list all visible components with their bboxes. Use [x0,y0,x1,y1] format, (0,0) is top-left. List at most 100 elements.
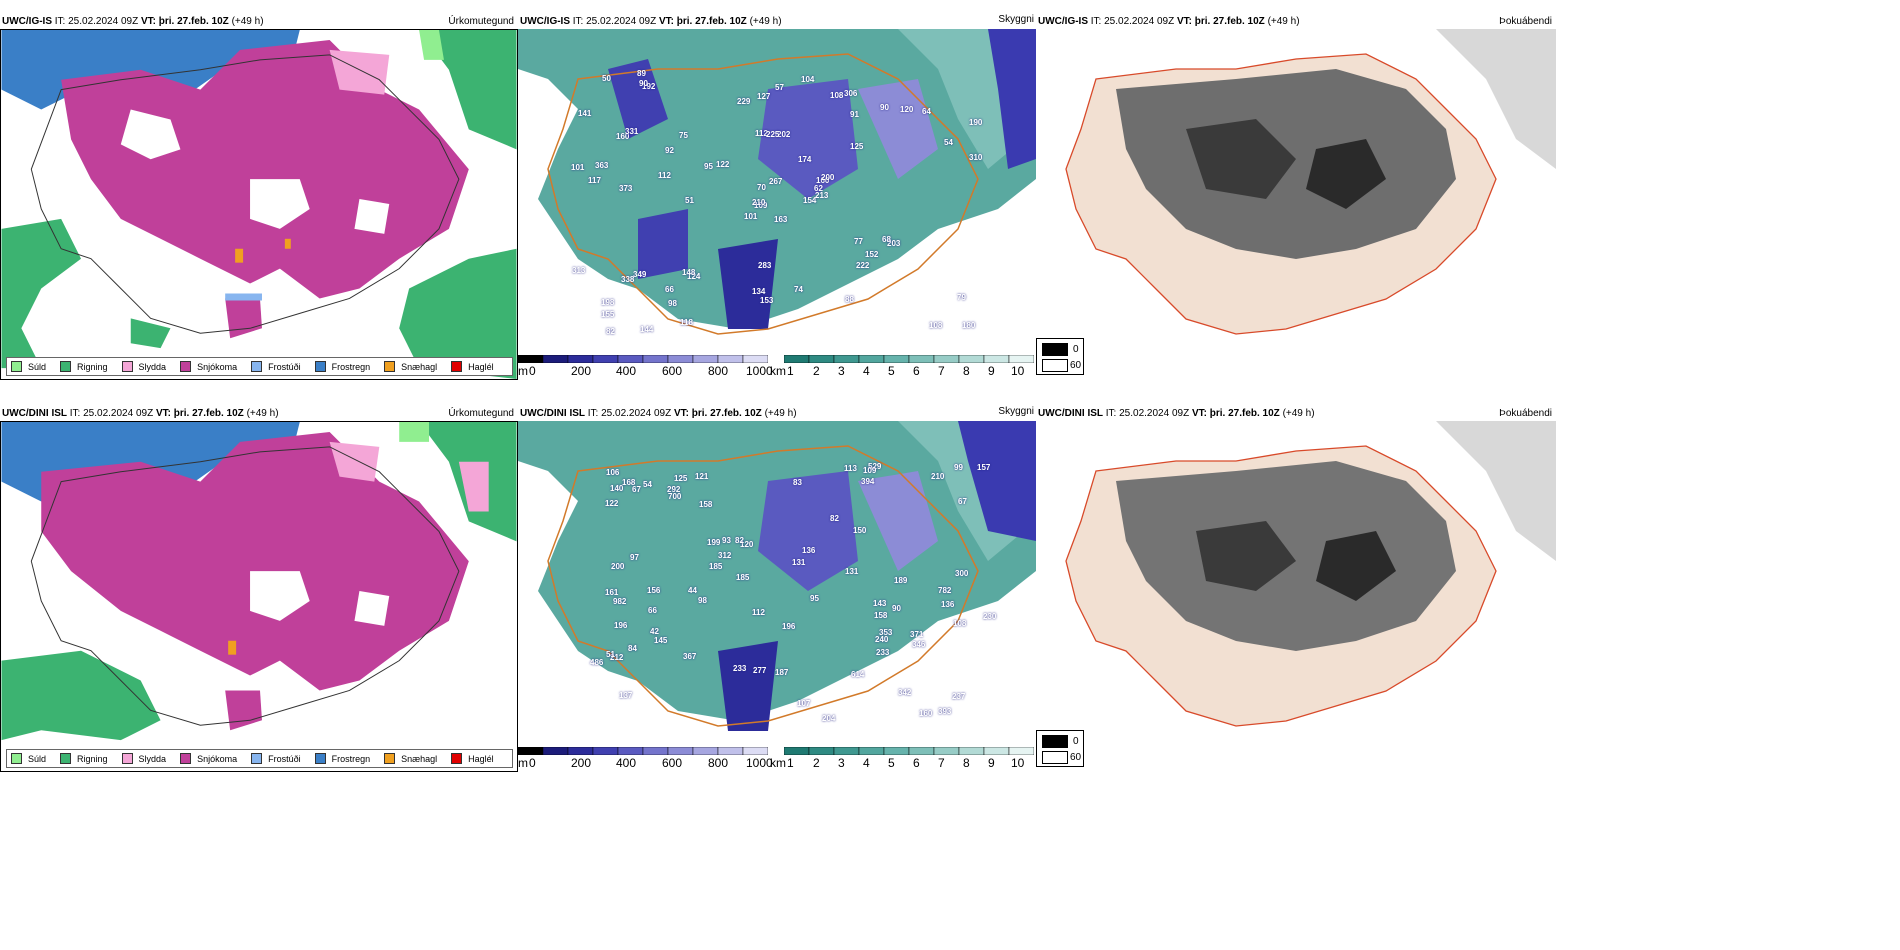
panel-title: Þokuábendi [1499,16,1552,27]
colorbar-segment [858,747,885,755]
precip-legend-item: Snjókoma [180,361,237,372]
ceiling-tick: 0 [529,364,536,378]
precip-legend-item: Frostregn [314,361,370,372]
colorbar-segment [742,355,768,363]
visibility-colorbar [784,747,1034,755]
colorbar-segment [542,355,569,363]
visibility-colorbar [784,355,1034,363]
colorbar-segment [958,747,985,755]
visibility-tick: 9 [988,364,995,378]
precip-legend-item: Frostúði [251,361,301,372]
colorbar-segment [717,355,744,363]
visibility-unit: km [770,756,786,770]
fog-value-0: 0 [1073,344,1079,355]
colorbar-segment [983,355,1010,363]
ceiling-tick: 0 [529,756,536,770]
precip-legend: Súld Rigning Slydda Snjókoma Frostúði Fr… [6,749,513,768]
ceiling-unit: m [518,756,528,770]
legend-swatch [60,753,72,764]
legend-swatch [121,753,133,764]
precip-legend-item: Frostúði [251,753,301,764]
legend-swatch [11,361,22,372]
legend-swatch [180,753,192,764]
fog-swatch-60 [1042,751,1068,764]
panel-title: Úrkomutegund [448,408,514,419]
ceiling-colorbar [518,747,768,755]
colorbar-segment [983,747,1010,755]
panel-header: UWC/IG-IS IT: 25.02.2024 09Z VT: þri. 27… [520,16,782,27]
fog-value-60: 60 [1070,752,1082,763]
ceiling-tick: 600 [662,756,683,770]
ceiling-tick: 200 [571,364,592,378]
colorbar-segment [1008,355,1034,363]
fog-swatch-60 [1042,359,1068,372]
colorbar-segment [542,747,569,755]
legend-swatch [451,361,463,372]
colorbar-segment [833,747,860,755]
visibility-tick: 6 [913,364,920,378]
ceiling-tick: 200 [571,756,592,770]
ceiling-tick: 800 [708,364,729,378]
visibility-panel-bottom: UWC/DINI ISL IT: 25.02.2024 09Z VT: þri.… [518,404,1036,772]
colorbar-segment [692,747,719,755]
ceiling-tick: 600 [662,364,683,378]
precip-legend-item: Súld [11,361,46,372]
colorbar-segment [567,747,594,755]
ceiling-tick: 1000 [746,364,773,378]
legend-swatch [60,361,72,372]
panel-title: Úrkomutegund [448,16,514,27]
visibility-tick: 8 [963,364,970,378]
colorbar-segment [642,355,669,363]
legend-swatch [11,753,22,764]
visibility-unit: km [770,364,786,378]
visibility-tick: 10 [1011,364,1025,378]
panel-header: UWC/DINI ISL IT: 25.02.2024 09Z VT: þri.… [1038,408,1315,419]
ceiling-tick: 800 [708,756,729,770]
visibility-tick: 5 [888,364,895,378]
visibility-tick: 2 [813,364,820,378]
colorbar-segment [808,355,835,363]
panel-header: UWC/IG-IS IT: 25.02.2024 09Z VT: þri. 27… [1038,16,1300,27]
precip-legend-item: Frostregn [314,753,370,764]
colorbar-segment [784,747,810,755]
fog-panel-top: UWC/IG-IS IT: 25.02.2024 09Z VT: þri. 27… [1036,12,1556,380]
fog-map [1036,421,1556,741]
visibility-panel-top: UWC/IG-IS IT: 25.02.2024 09Z VT: þri. 27… [518,12,1036,380]
precip-legend-item: Haglél [451,361,494,372]
visibility-tick: 6 [913,756,920,770]
fog-map [1036,29,1556,349]
visibility-tick: 4 [863,364,870,378]
visibility-tick: 3 [838,364,845,378]
colorbar-segment [642,747,669,755]
colorbar-segment [692,355,719,363]
colorbar-segment [1008,747,1034,755]
colorbar-segment [808,747,835,755]
colorbar-segment [933,747,960,755]
precip-legend-item: Snjókoma [180,753,237,764]
precip-legend-item: Súld [11,753,46,764]
panel-header: UWC/DINI ISL IT: 25.02.2024 09Z VT: þri.… [2,408,279,419]
precip-legend-item: Slydda [121,753,166,764]
fog-legend: 0 60 [1036,730,1084,767]
colorbar-segment [667,747,694,755]
ceiling-tick: 1000 [746,756,773,770]
precip-legend-item: Snæhagl [384,361,437,372]
precip-legend-item: Haglél [451,753,494,764]
fog-value-0: 0 [1073,736,1079,747]
visibility-tick: 7 [938,364,945,378]
panel-title: Þokuábendi [1499,408,1552,419]
colorbar-segment [858,355,885,363]
legend-swatch [251,753,263,764]
colorbar-segment [908,747,935,755]
visibility-tick: 9 [988,756,995,770]
legend-swatch [384,361,396,372]
legend-swatch [314,753,326,764]
visibility-map [518,29,1036,349]
panel-title: Skyggni [998,14,1034,25]
visibility-tick: 1 [787,756,794,770]
precip-legend-item: Rigning [60,361,108,372]
fog-swatch-0 [1042,735,1068,748]
fog-swatch-0 [1042,343,1068,356]
colorbar-segment [958,355,985,363]
colorbar-segment [518,355,544,363]
